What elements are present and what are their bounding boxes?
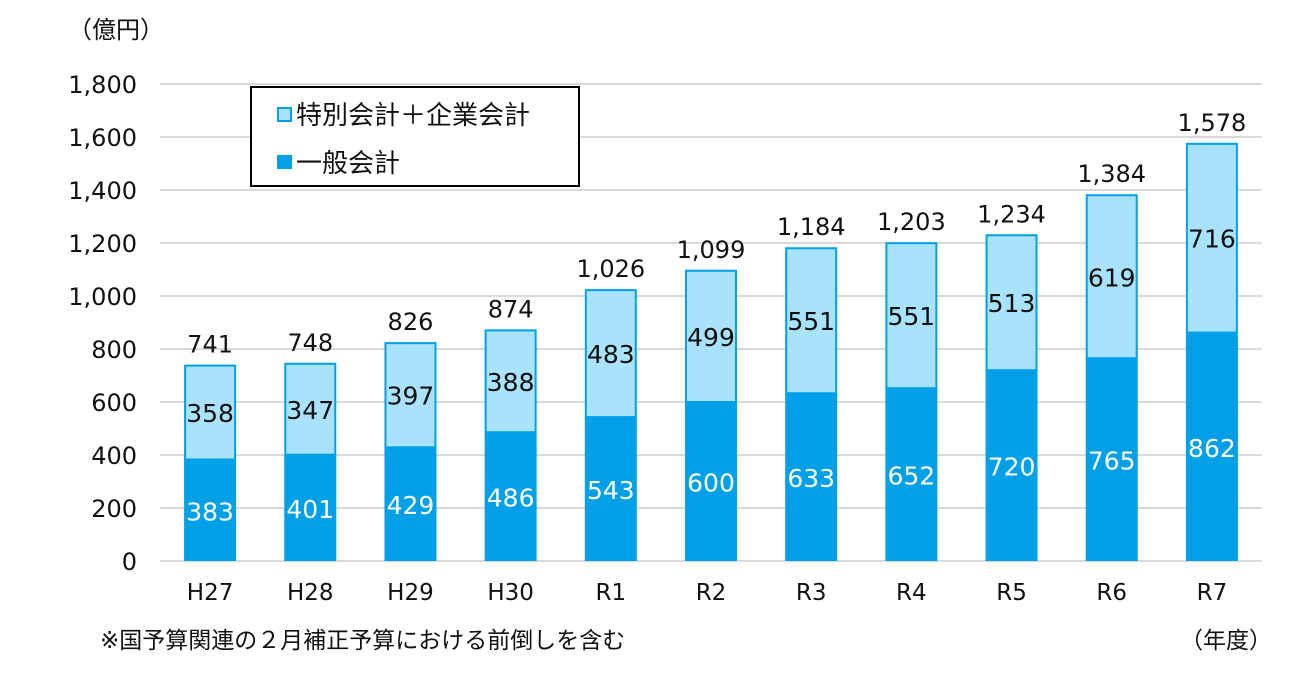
data-label-total: 1,026	[576, 255, 645, 283]
bar-special	[885, 242, 938, 390]
data-label-general: 600	[687, 469, 735, 498]
bar-special	[985, 234, 1038, 372]
y-tick-label: 1,800	[68, 71, 137, 99]
data-label-general: 652	[888, 462, 936, 491]
data-label-total: 1,203	[877, 208, 946, 236]
data-label-general: 862	[1188, 434, 1236, 463]
x-tick-label: R5	[996, 580, 1027, 606]
x-tick-label: R6	[1096, 580, 1127, 606]
y-tick-label: 200	[91, 495, 137, 523]
bar-general	[885, 388, 938, 561]
data-label-total: 1,578	[1178, 109, 1247, 137]
bar-general	[584, 417, 637, 561]
data-label-total: 1,099	[677, 236, 746, 264]
x-axis-ticks: H27 H28 H29 H30 R1 R2 R3 R4 R5 R6 R7	[187, 580, 1227, 606]
y-tick-label: 1,600	[68, 124, 137, 152]
data-label-special: 397	[387, 382, 435, 411]
legend: 特別会計＋企業会計 一般会計	[250, 86, 580, 187]
data-label-special: 551	[888, 302, 936, 331]
y-tick-label: 1,000	[68, 283, 137, 311]
data-label-special: 347	[286, 396, 334, 425]
data-label-general: 486	[487, 484, 535, 513]
data-label-total: 1,234	[977, 200, 1046, 228]
bars: 383 358 741 401 347 748 429 397 826 486 388 874 543 4…	[184, 109, 1246, 561]
data-label-total: 826	[388, 308, 434, 336]
data-label-general: 720	[988, 453, 1036, 482]
bar-general	[785, 393, 838, 561]
x-tick-label: R3	[796, 580, 827, 606]
data-label-total: 1,384	[1077, 160, 1146, 188]
data-label-general: 383	[186, 497, 234, 526]
bar-general	[284, 454, 337, 561]
x-tick-label: R7	[1197, 580, 1228, 606]
bar-special	[1085, 194, 1138, 360]
y-axis-unit-label: （億円）	[68, 16, 164, 44]
bar-general	[1185, 332, 1238, 561]
data-label-special: 716	[1188, 225, 1236, 254]
y-tick-label: 600	[91, 389, 137, 417]
data-label-special: 388	[487, 368, 535, 397]
data-label-special: 358	[186, 399, 234, 428]
data-label-special: 551	[787, 307, 835, 336]
legend-swatch-general	[277, 155, 292, 169]
data-label-total: 741	[187, 331, 233, 359]
legend-swatch-special	[277, 107, 292, 122]
x-tick-label: H27	[187, 580, 234, 606]
legend-box	[250, 86, 580, 187]
footnote: ※国予算関連の２月補正予算における前倒しを含む	[100, 628, 625, 654]
x-tick-label: R1	[596, 580, 627, 606]
bar-general	[484, 432, 537, 561]
bar-special	[384, 342, 437, 449]
data-label-general: 543	[587, 476, 635, 505]
data-label-general: 765	[1088, 447, 1136, 476]
x-tick-label: H28	[287, 580, 334, 606]
x-tick-label: R4	[896, 580, 927, 606]
y-axis-ticks: 0 200 400 600 800 1,000 1,200 1,400 1,600 1,800	[68, 71, 137, 576]
x-tick-label: R2	[696, 580, 727, 606]
data-label-special: 499	[687, 323, 735, 352]
y-tick-label: 1,400	[68, 177, 137, 205]
bar-special	[284, 362, 337, 456]
bar-special	[184, 364, 237, 461]
legend-label-special: 特別会計＋企業会計	[296, 101, 530, 131]
y-tick-label: 0	[122, 548, 137, 576]
data-label-general: 633	[787, 464, 835, 493]
bar-general	[685, 402, 737, 561]
bar-special	[1185, 142, 1238, 334]
bar-general	[184, 459, 237, 561]
y-tick-label: 400	[91, 442, 137, 470]
data-label-total: 874	[488, 295, 534, 323]
bar-special	[785, 247, 838, 395]
bar-special	[685, 269, 737, 404]
x-axis-label: （年度）	[1180, 628, 1272, 654]
data-label-general: 429	[387, 491, 435, 520]
x-tick-label: H30	[487, 580, 534, 606]
y-tick-label: 1,200	[68, 230, 137, 258]
x-tick-label: H29	[387, 580, 434, 606]
data-label-special: 483	[587, 340, 635, 369]
data-label-total: 748	[287, 329, 333, 357]
data-label-general: 401	[286, 495, 334, 524]
bar-general	[384, 447, 437, 561]
bar-special	[484, 329, 537, 434]
y-tick-label: 800	[91, 336, 137, 364]
legend-label-general: 一般会計	[296, 149, 400, 179]
data-label-special: 619	[1088, 263, 1136, 292]
bar-general	[1085, 358, 1138, 561]
bar-special	[584, 289, 637, 419]
data-label-special: 513	[988, 289, 1036, 318]
data-label-total: 1,184	[777, 213, 846, 241]
bar-general	[985, 370, 1038, 561]
